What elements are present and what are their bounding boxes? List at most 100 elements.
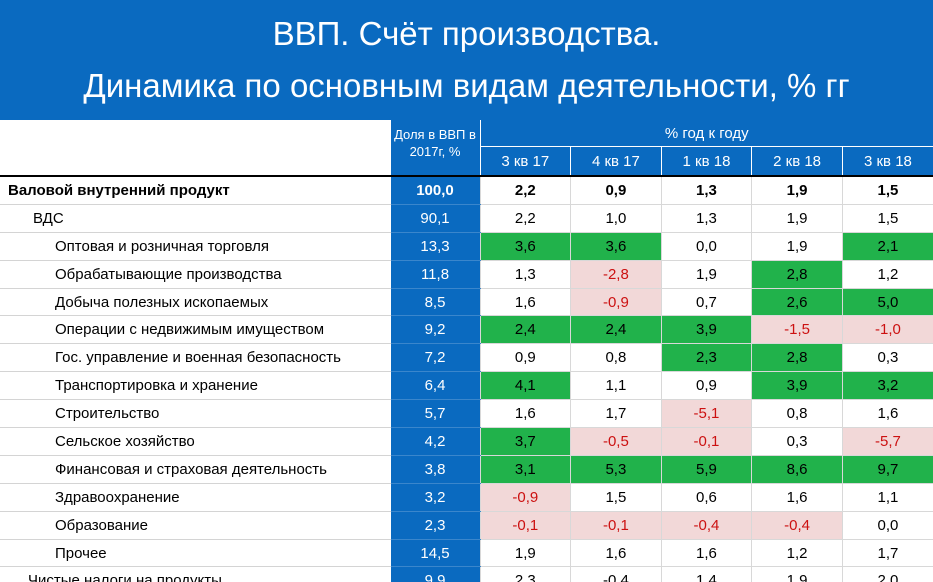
table-row: Прочее 14,5 1,9 1,6 1,6 1,2 1,7 — [0, 539, 933, 568]
yoy-value-cell: -0,4 — [660, 511, 752, 540]
yoy-value-cell: 5,9 — [660, 455, 752, 484]
row-label: Добыча полезных ископаемых — [0, 288, 390, 317]
yoy-value-cell: 0,3 — [751, 427, 843, 456]
table-row: Сельское хозяйство 4,2 3,7 -0,5 -0,1 0,3 -5,7 — [0, 427, 933, 456]
yoy-value-cell: 1,7 — [570, 399, 662, 429]
yoy-value-cell: 1,6 — [479, 399, 571, 429]
row-label: Гос. управление и военная безопасность — [0, 343, 390, 373]
row-label: Чистые налоги на продукты — [0, 566, 390, 582]
gdp-share-cell: 90,1 — [389, 204, 480, 233]
yoy-value-cell: 1,6 — [479, 288, 571, 317]
yoy-value-cell: 1,6 — [660, 539, 752, 568]
table-row: Чистые налоги на продукты 9,9 2,3 -0,4 1,4 1,… — [0, 566, 933, 582]
gdp-share-cell: 6,4 — [389, 371, 480, 401]
yoy-value-cell: 0,9 — [570, 174, 662, 205]
slide-title-line-1: ВВП. Счёт производства. — [272, 15, 661, 52]
row-label: Операции с недвижимым имуществом — [0, 315, 390, 345]
table-row: Гос. управление и военная безопасность 7,… — [0, 343, 933, 373]
table-row: Добыча полезных ископаемых 8,5 1,6 -0,9 0,7 2… — [0, 288, 933, 317]
row-label: Прочее — [0, 539, 390, 568]
yoy-value-cell: 2,4 — [479, 315, 571, 345]
yoy-value-cell: -0,4 — [570, 566, 662, 582]
table-row: Строительство 5,7 1,6 1,7 -5,1 0,8 1,6 — [0, 399, 933, 429]
gdp-share-cell: 11,8 — [389, 260, 480, 289]
row-label: Финансовая и страховая деятельность — [0, 455, 390, 484]
gdp-share-cell: 5,7 — [389, 399, 480, 429]
gdp-share-cell: 13,3 — [389, 232, 480, 261]
yoy-value-cell: 1,3 — [660, 174, 752, 205]
yoy-value-cell: 3,6 — [570, 232, 662, 261]
table-row: Транспортировка и хранение 6,4 4,1 1,1 0,9 3,… — [0, 371, 933, 401]
yoy-value-cell: 5,3 — [570, 455, 662, 484]
yoy-value-cell: -0,9 — [570, 288, 662, 317]
yoy-value-cell: 1,3 — [660, 204, 752, 233]
yoy-value-cell: 0,6 — [660, 483, 752, 512]
yoy-value-cell: 1,6 — [841, 399, 933, 429]
gdp-share-cell: 14,5 — [389, 539, 480, 568]
yoy-value-cell: 1,9 — [479, 539, 571, 568]
gdp-share-cell: 7,2 — [389, 343, 480, 373]
yoy-value-cell: 2,3 — [660, 343, 752, 373]
yoy-value-cell: 3,9 — [660, 315, 752, 345]
yoy-value-cell: 3,7 — [479, 427, 571, 456]
yoy-value-cell: 1,7 — [841, 539, 933, 568]
yoy-value-cell: -1,0 — [841, 315, 933, 345]
yoy-value-cell: 0,0 — [841, 511, 933, 540]
yoy-value-cell: 2,6 — [751, 288, 843, 317]
slide-title-line-2: Динамика по основным видам деятельности,… — [83, 67, 850, 104]
table-row: Здравоохранение 3,2 -0,9 1,5 0,6 1,6 1,1 — [0, 483, 933, 512]
gdp-share-cell: 9,2 — [389, 315, 480, 345]
gdp-share-cell: 8,5 — [389, 288, 480, 317]
row-label: Транспортировка и хранение — [0, 371, 390, 401]
yoy-value-cell: -0,1 — [570, 511, 662, 540]
yoy-value-cell: -0,1 — [479, 511, 571, 540]
row-label: Строительство — [0, 399, 390, 429]
yoy-value-cell: 2,2 — [479, 204, 571, 233]
header-blank-cell — [0, 120, 390, 176]
quarter-header: 3 кв 17 — [479, 146, 571, 176]
yoy-value-cell: 1,1 — [841, 483, 933, 512]
quarter-header: 1 кв 18 — [660, 146, 752, 176]
yoy-value-cell: 1,9 — [751, 174, 843, 205]
yoy-value-cell: 3,1 — [479, 455, 571, 484]
yoy-value-cell: 4,1 — [479, 371, 571, 401]
yoy-value-cell: 0,3 — [841, 343, 933, 373]
yoy-value-cell: 1,9 — [751, 204, 843, 233]
row-label: Образование — [0, 511, 390, 540]
row-label: Обрабатывающие производства — [0, 260, 390, 289]
yoy-value-cell: 1,9 — [751, 232, 843, 261]
table-row: Операции с недвижимым имуществом 9,2 2,4 2,… — [0, 315, 933, 345]
yoy-value-cell: 1,2 — [841, 260, 933, 289]
yoy-value-cell: 2,8 — [751, 343, 843, 373]
row-label: ВДС — [0, 204, 390, 233]
table-body: Валовой внутренний продукт 100,0 2,2 0,9 1,3… — [0, 174, 933, 582]
table-row: Финансовая и страховая деятельность 3,8 3,… — [0, 455, 933, 484]
yoy-value-cell: 1,5 — [841, 204, 933, 233]
yoy-value-cell: 2,0 — [841, 566, 933, 582]
table-row: Обрабатывающие производства 11,8 1,3 -2,8 1,… — [0, 260, 933, 289]
yoy-value-cell: 3,2 — [841, 371, 933, 401]
gdp-production-table: Доля в ВВП в 2017г, % % год к году 3 кв … — [0, 120, 933, 582]
row-label: Оптовая и розничная торговля — [0, 232, 390, 261]
yoy-value-cell: 1,2 — [751, 539, 843, 568]
yoy-value-cell: 8,6 — [751, 455, 843, 484]
yoy-value-cell: 0,8 — [570, 343, 662, 373]
yoy-value-cell: 0,9 — [660, 371, 752, 401]
row-label: Здравоохранение — [0, 483, 390, 512]
slide-title: ВВП. Счёт производства. Динамика по осно… — [0, 0, 933, 120]
table-row: Образование 2,3 -0,1 -0,1 -0,4 -0,4 0,0 — [0, 511, 933, 540]
quarter-header: 3 кв 18 — [841, 146, 933, 176]
yoy-value-cell: 0,9 — [479, 343, 571, 373]
yoy-group-header: % год к году — [479, 120, 933, 147]
quarter-header: 2 кв 18 — [751, 146, 843, 176]
table-row: Оптовая и розничная торговля 13,3 3,6 3,6 0,… — [0, 232, 933, 261]
yoy-value-cell: 1,5 — [570, 483, 662, 512]
yoy-value-cell: 1,6 — [751, 483, 843, 512]
yoy-value-cell: -0,4 — [751, 511, 843, 540]
gdp-share-cell: 4,2 — [389, 427, 480, 456]
yoy-value-cell: 2,8 — [751, 260, 843, 289]
yoy-value-cell: -5,7 — [841, 427, 933, 456]
yoy-value-cell: 1,1 — [570, 371, 662, 401]
row-label: Сельское хозяйство — [0, 427, 390, 456]
yoy-value-cell: -2,8 — [570, 260, 662, 289]
